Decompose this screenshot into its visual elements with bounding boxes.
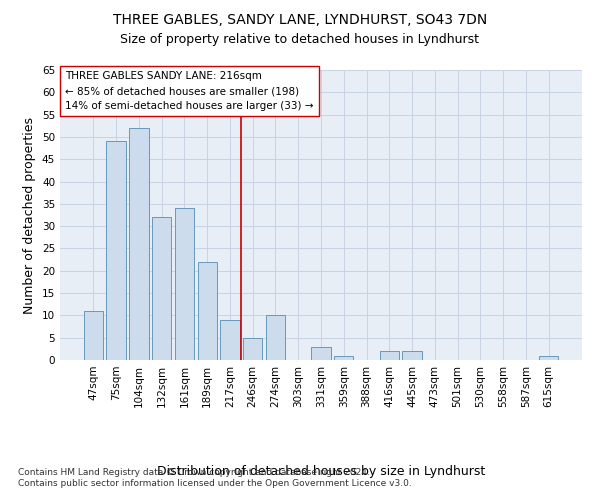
Text: Size of property relative to detached houses in Lyndhurst: Size of property relative to detached ho…	[121, 32, 479, 46]
Bar	[175, 208, 194, 360]
Bar	[243, 338, 262, 360]
Text: THREE GABLES, SANDY LANE, LYNDHURST, SO43 7DN: THREE GABLES, SANDY LANE, LYNDHURST, SO4…	[113, 12, 487, 26]
Bar	[311, 346, 331, 360]
Bar	[266, 316, 285, 360]
Text: Contains HM Land Registry data © Crown copyright and database right 2024.
Contai: Contains HM Land Registry data © Crown c…	[18, 468, 412, 487]
Y-axis label: Number of detached properties: Number of detached properties	[23, 116, 37, 314]
Bar	[152, 217, 172, 360]
Bar	[380, 351, 399, 360]
Bar	[129, 128, 149, 360]
Bar	[106, 142, 126, 360]
Bar	[197, 262, 217, 360]
Bar	[334, 356, 353, 360]
Bar	[403, 351, 422, 360]
Text: THREE GABLES SANDY LANE: 216sqm
← 85% of detached houses are smaller (198)
14% o: THREE GABLES SANDY LANE: 216sqm ← 85% of…	[65, 72, 314, 111]
Bar	[84, 311, 103, 360]
Text: Distribution of detached houses by size in Lyndhurst: Distribution of detached houses by size …	[157, 464, 485, 477]
Bar	[220, 320, 239, 360]
Bar	[539, 356, 558, 360]
